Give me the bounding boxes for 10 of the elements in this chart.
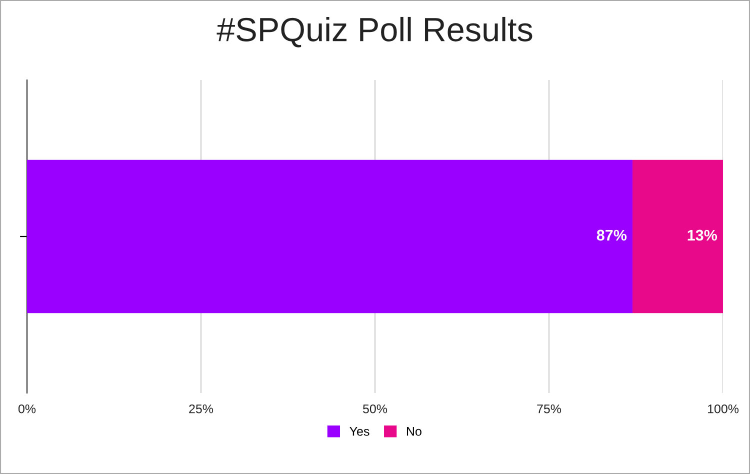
data-label: 87%	[596, 230, 627, 241]
x-tick-label: 0%	[18, 404, 36, 414]
x-tick-label: 50%	[362, 404, 388, 414]
legend-label: Yes	[350, 427, 370, 436]
chart-title: #SPQuiz Poll Results	[216, 16, 532, 48]
legend-label: No	[406, 427, 422, 436]
x-tick-label: 100%	[708, 404, 739, 414]
data-label: 13%	[688, 230, 718, 241]
x-tick-label: 25%	[189, 404, 214, 414]
x-tick-label: 75%	[537, 404, 562, 414]
